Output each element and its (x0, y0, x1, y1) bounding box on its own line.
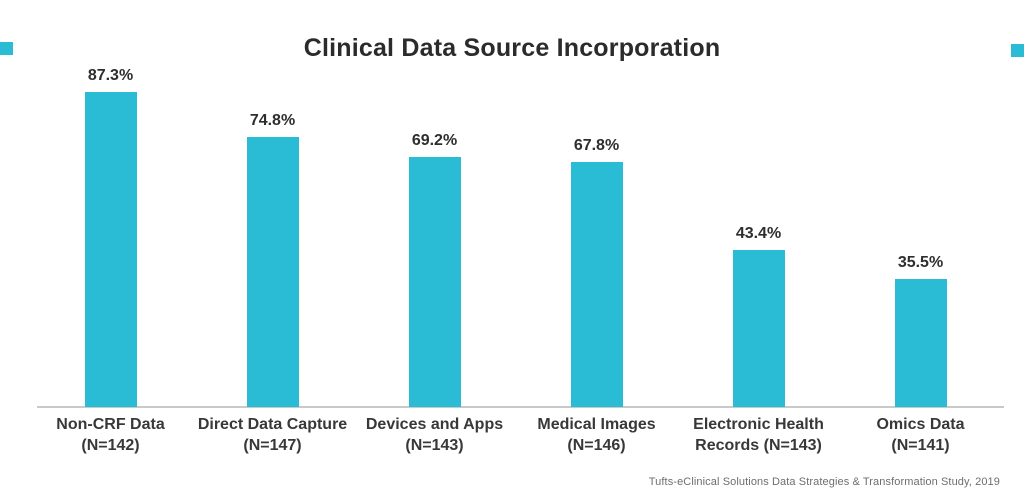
bar-value-label: 69.2% (411, 132, 458, 149)
bar-value-label: 87.3% (87, 67, 134, 84)
x-axis-baseline (37, 406, 1004, 408)
bar (408, 157, 461, 407)
bar-category-label-line: (N=141) (891, 437, 950, 454)
chart-title: Clinical Data Source Incorporation (303, 34, 721, 62)
bar (246, 137, 299, 407)
bar-category-label-line: (N=146) (567, 437, 626, 454)
bar-category-label: Medical Images (N=146) (507, 414, 687, 456)
bar-category-label-line: Medical Images (537, 416, 656, 433)
decor-square-left (0, 42, 13, 55)
bar-category-label-line: Non-CRF Data (56, 416, 165, 433)
bar (732, 250, 785, 407)
bar-category-label-line: Omics Data (876, 416, 965, 433)
bar-category-label-line: (N=143) (405, 437, 464, 454)
bar-category-label-line: (N=142) (81, 437, 140, 454)
bar-category-label: Devices and Apps (N=143) (345, 414, 525, 456)
bar-category-label: Omics Data (N=141) (831, 414, 1011, 456)
decor-square-right (1011, 44, 1024, 57)
bar-category-label-line: (N=147) (243, 437, 302, 454)
bar-value-label: 35.5% (897, 254, 944, 271)
source-note: Tufts-eClinical Solutions Data Strategie… (648, 476, 1000, 488)
bar-category-label: Non-CRF Data (N=142) (21, 414, 201, 456)
bar-category-label: Direct Data Capture (N=147) (183, 414, 363, 456)
bar-category-label: Electronic Health Records (N=143) (669, 414, 849, 456)
bar (570, 162, 623, 407)
bar-value-label: 67.8% (573, 137, 620, 154)
bar-category-label-line: Electronic Health (693, 416, 824, 433)
bar-value-label: 74.8% (249, 112, 296, 129)
bar-value-label: 43.4% (735, 225, 782, 242)
bar-category-label-line: Records (N=143) (695, 437, 822, 454)
bar-category-label-line: Devices and Apps (365, 416, 504, 433)
bar (894, 279, 947, 407)
bar-category-label-line: Direct Data Capture (197, 416, 348, 433)
bar (84, 92, 137, 407)
